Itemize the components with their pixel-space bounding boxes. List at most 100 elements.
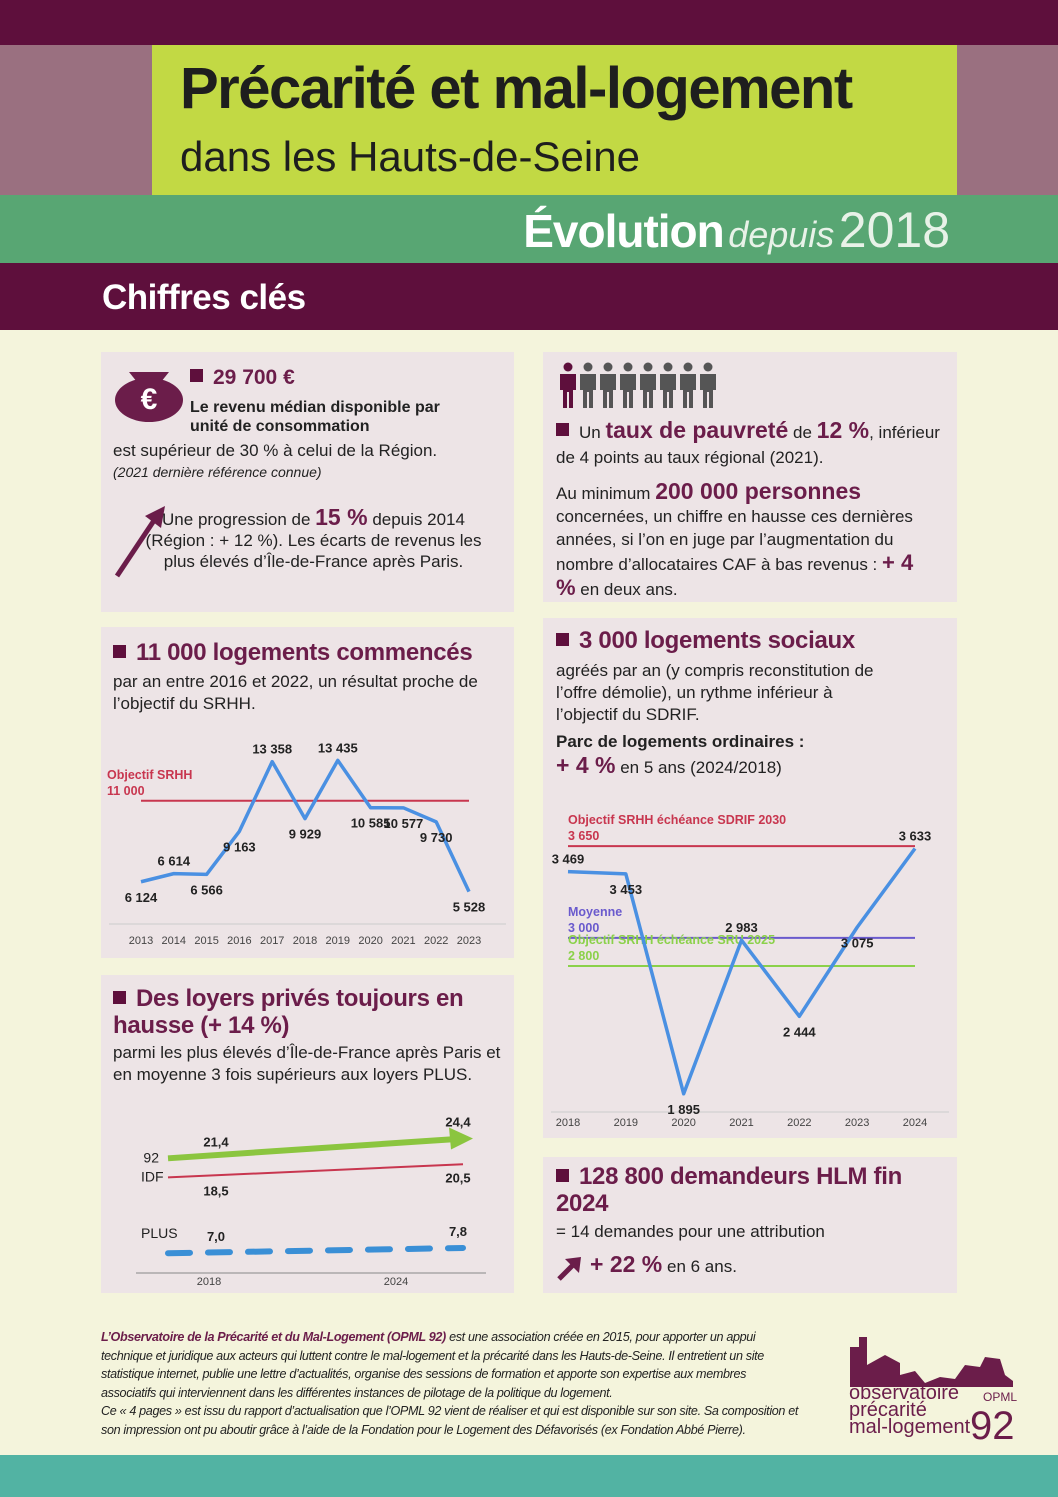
- reference-value: 11 000: [107, 784, 145, 798]
- footer-paragraph: L’Observatoire de la Précarité et du Mal…: [101, 1328, 801, 1402]
- income-text: est supérieur de 30 % à celui de la Régi…: [113, 441, 438, 460]
- demand-panel: 128 800 demandeurs HLM fin 2024 = 14 dem…: [543, 1157, 957, 1293]
- highlight: 15 %: [315, 504, 368, 530]
- data-label: 6 124: [125, 890, 158, 905]
- x-tick-label: 2020: [671, 1117, 695, 1129]
- demand-growth: + 22 % en 6 ans.: [590, 1253, 737, 1278]
- person-head: [643, 362, 653, 372]
- data-label: 24,4: [445, 1115, 471, 1130]
- x-tick-label: 2021: [729, 1117, 753, 1129]
- reference-value: 3 000: [568, 921, 599, 935]
- x-tick-label: 2021: [391, 935, 415, 947]
- social-chart: 2018 2019 2020 2021 2022 2023 2024 Objectif SRH…: [551, 813, 949, 1129]
- income-note: (2021 dernière référence connue): [113, 464, 322, 480]
- data-label: 6 566: [190, 882, 223, 897]
- poverty-rate: Un taux de pauvreté de 12 %, inférieur d…: [556, 418, 948, 470]
- person-head: [683, 362, 693, 372]
- social-panel: 3 000 logements sociaux agréés par an (y…: [543, 618, 957, 1138]
- person-head: [603, 362, 613, 372]
- x-tick-label: 2024: [384, 1276, 408, 1288]
- x-tick-label: 2018: [293, 935, 317, 947]
- x-tick-label: 2014: [162, 935, 186, 947]
- highlight: + 22 %: [590, 1251, 663, 1277]
- housing-chart: 2013 2014 2015 2016 2017 2018 2019 2020 2021 2022…: [107, 740, 506, 947]
- series-name: 92: [143, 1149, 159, 1165]
- highlight: 200 000 personnes: [655, 478, 862, 504]
- x-tick-label: 2018: [556, 1117, 580, 1129]
- text: en 6 ans.: [666, 1257, 737, 1276]
- person-head: [663, 362, 673, 372]
- text: Au minimum: [556, 484, 651, 503]
- data-label: 10 585: [351, 816, 391, 831]
- reference-value: 3 650: [568, 829, 599, 843]
- series-name: IDF: [141, 1168, 164, 1184]
- data-label: 3 633: [899, 829, 932, 844]
- poverty-panel: Un taux de pauvreté de 12 %, inférieur d…: [543, 352, 957, 602]
- poverty-people: Au minimum 200 000 personnes concernées,…: [556, 480, 936, 601]
- year: 2018: [838, 202, 950, 258]
- person-body: [580, 374, 596, 408]
- data-label: 5 528: [453, 900, 486, 915]
- person-body: [700, 374, 716, 408]
- x-tick-label: 2018: [197, 1276, 221, 1288]
- highlight: + 4 %: [556, 752, 616, 778]
- highlight: 12 %: [816, 417, 870, 443]
- heading-text: Des loyers privés toujours en hausse (+ …: [113, 985, 464, 1039]
- social-heading: 3 000 logements sociaux: [556, 627, 855, 654]
- person-body: [560, 374, 576, 408]
- income-headline: 29 700 €: [190, 366, 295, 390]
- up-arrow: [557, 1257, 581, 1281]
- logo-number: 92: [970, 1404, 1015, 1447]
- heading-text: 3 000 logements sociaux: [579, 627, 855, 654]
- x-tick-label: 2017: [260, 935, 284, 947]
- income-panel: € 29 700 € Le revenu médian disponible p…: [101, 352, 514, 612]
- housing-heading: 11 000 logements commencés: [113, 639, 473, 666]
- title-box: Précarité et mal-logement dans les Hauts…: [152, 45, 957, 195]
- highlight: taux de pauvreté: [605, 417, 789, 443]
- text: de: [793, 423, 812, 442]
- data-label: 3 469: [552, 852, 585, 867]
- purse-icon: €: [115, 372, 183, 422]
- footer-paragraph: Ce « 4 pages » est issu du rapport d’act…: [101, 1404, 799, 1437]
- text: en deux ans.: [580, 580, 678, 599]
- person-head: [563, 362, 573, 372]
- reference-name: Moyenne: [568, 905, 622, 919]
- highlight: + 4 %: [556, 550, 914, 600]
- bottom-band: [0, 1455, 1058, 1497]
- evolution-word: Évolution: [523, 205, 725, 257]
- series-name: PLUS: [141, 1225, 178, 1241]
- data-label: 9 929: [289, 827, 322, 842]
- rents-chart: 2018 2024 92 21,4 24,4 IDF 18,5 20,5 PLUS 7,0 7,8: [136, 1115, 486, 1288]
- logo-acronym: OPML: [983, 1390, 1017, 1404]
- person-body: [660, 374, 676, 408]
- heading-text: 11 000 logements commencés: [136, 639, 473, 666]
- data-label: 2 983: [725, 920, 758, 935]
- series-line: [165, 1244, 466, 1257]
- data-label: 9 730: [420, 830, 453, 845]
- people-icon: [560, 362, 716, 408]
- logo-line: précarité: [849, 1399, 927, 1421]
- subtitle: dans les Hauts-de-Seine: [180, 133, 640, 180]
- data-label: 1 895: [667, 1102, 700, 1117]
- rents-text: parmi les plus élevés d’Île-de-France ap…: [113, 1043, 501, 1084]
- data-label: 7,8: [449, 1224, 467, 1239]
- x-tick-label: 2020: [358, 935, 382, 947]
- person-body: [620, 374, 636, 408]
- x-tick-label: 2023: [457, 935, 481, 947]
- top-band: [0, 0, 1058, 45]
- series-line: [167, 1136, 452, 1162]
- text: , inférieur de 4 points au taux régional…: [556, 423, 940, 467]
- reference-name: Objectif SRHH échéance SDRIF 2030: [568, 813, 786, 827]
- section-title: Chiffres clés: [102, 278, 306, 317]
- series-line: [167, 1163, 464, 1179]
- data-label: 18,5: [203, 1183, 228, 1198]
- headline-value: 29 700 €: [213, 366, 295, 389]
- title: Précarité et mal-logement: [180, 56, 853, 121]
- x-tick-label: 2023: [845, 1117, 869, 1129]
- data-label: 13 435: [318, 740, 358, 755]
- data-label: 13 358: [252, 742, 292, 757]
- demand-heading: 128 800 demandeurs HLM fin 2024: [556, 1163, 936, 1217]
- data-label: 7,0: [207, 1229, 225, 1244]
- euro-sign: €: [141, 383, 158, 416]
- text: concernées, un chiffre en hausse ces der…: [556, 507, 913, 574]
